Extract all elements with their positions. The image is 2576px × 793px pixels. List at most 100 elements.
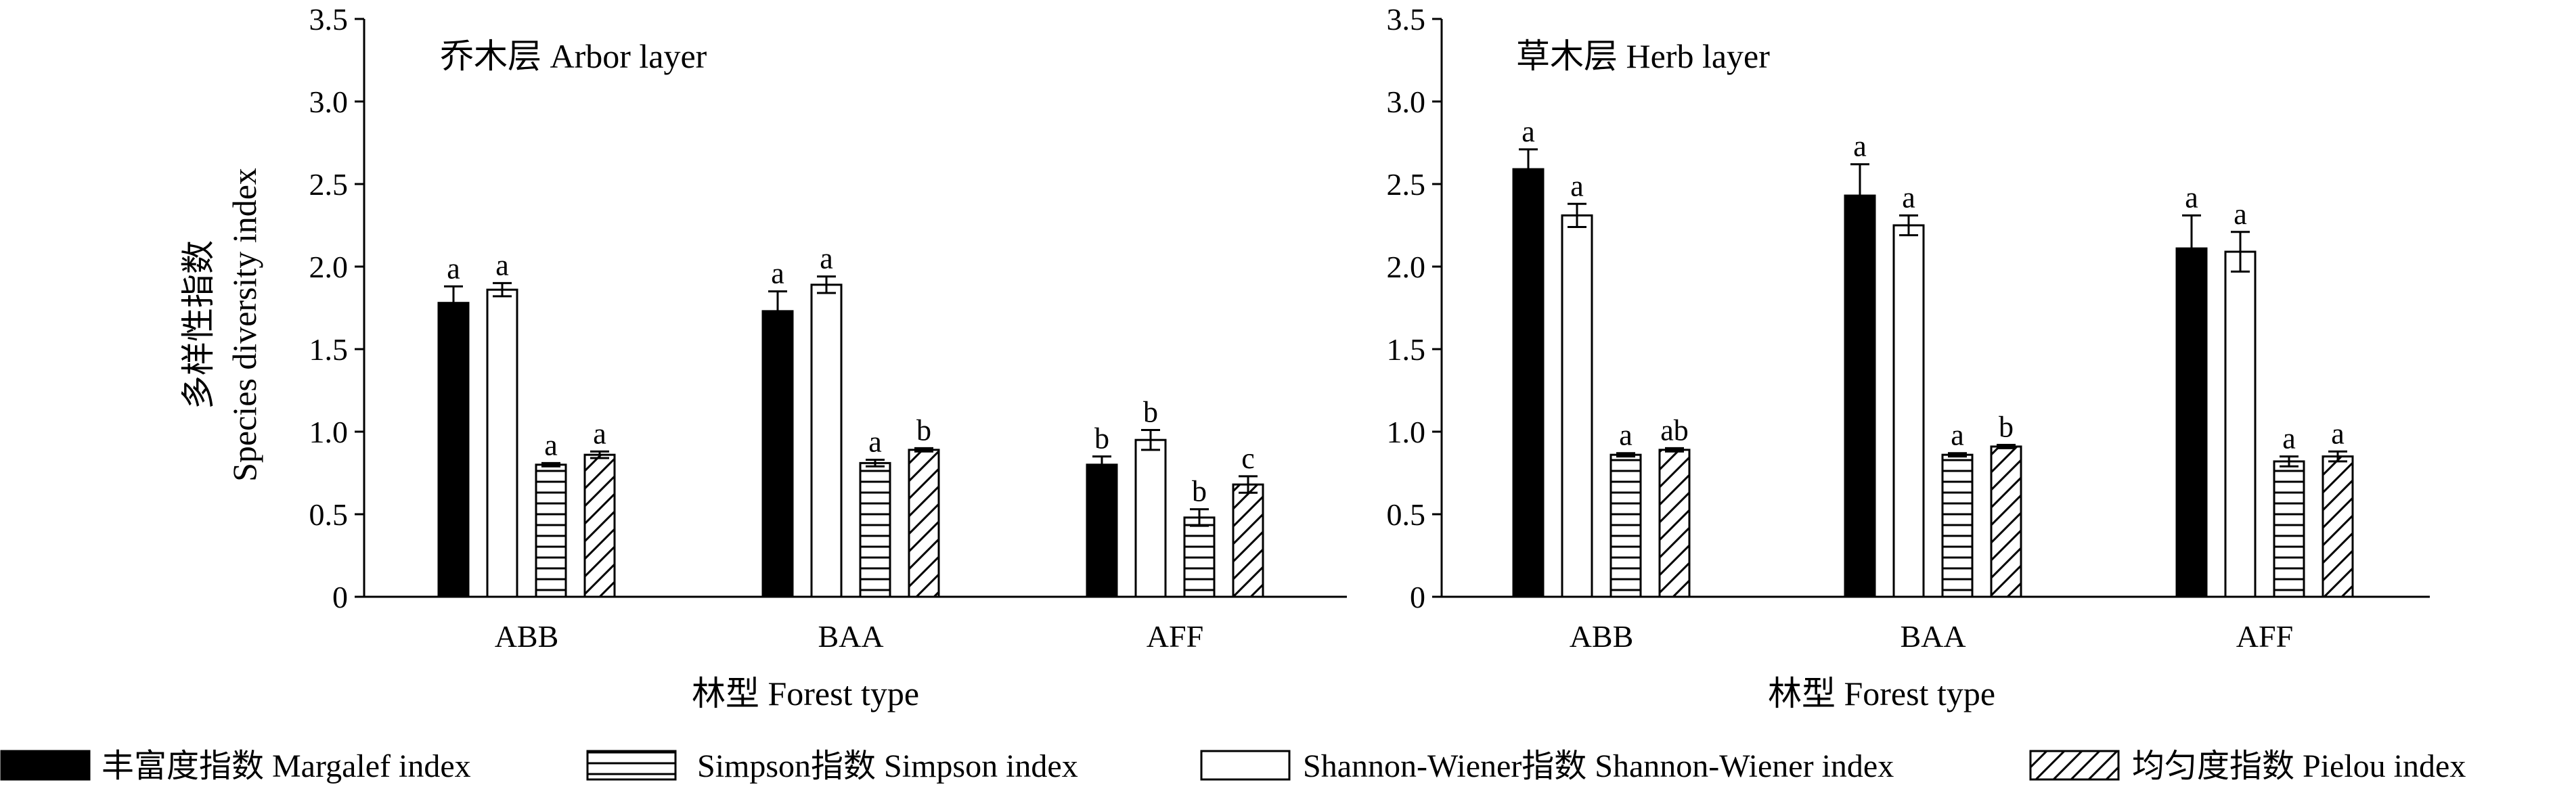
y-tick-label: 3.5 [309,2,349,37]
legend-item-pielou: 均匀度指数 Pielou index [2029,748,2466,784]
bar-margalef [1844,194,1876,598]
arbor-layer-title: 乔木层 Arbor layer [440,37,707,75]
y-tick-label: 2.0 [1387,250,1426,284]
legend-swatch-pielou [2029,750,2120,781]
bar-shannon [2224,250,2257,598]
significance-label: a [868,425,882,458]
bar-margalef [437,302,470,598]
bar-pielou [1232,483,1264,598]
bar-margalef [1086,463,1118,598]
bar-simpson [535,463,567,598]
error-bar-shannon [817,275,836,294]
error-bar-simpson [1948,452,1967,458]
herb-layer-chart: 草木层 Herb layer 0 0.5 1.0 1.5 2.0 2.5 3.0 3.5 ABB… [1387,2,2430,712]
error-bar-shannon [493,281,512,298]
x-tick-label: BAA [1900,619,1966,654]
error-bar-margalef [1519,148,1538,190]
y-tick-label: 0 [332,580,348,614]
x-tick-label: ABB [495,619,559,654]
legend-swatch-simpson [586,750,677,781]
significance-label: a [1570,169,1584,202]
significance-label: a [2331,417,2345,450]
legend-swatch-margalef [0,750,91,781]
bar-margalef [761,310,794,598]
x-axis-title: 林型 Forest type [692,675,919,712]
error-bar-pielou [2328,450,2347,463]
legend-item-margalef: 丰富度指数 Margalef index [0,748,471,784]
y-tick-label: 1.0 [309,415,349,449]
error-bar-shannon [2231,231,2250,273]
bar-shannon [1134,438,1167,598]
significance-label: b [1999,411,2014,444]
arbor-plot-area: 0 0.5 1.0 1.5 2.0 2.5 3.0 3.5 ABB a a a a BAA a a a b AFF b… [309,2,1347,654]
legend-item-shannon: Shannon-Wiener指数 Shannon-Wiener index [1200,748,1894,784]
y-tick-label: 2.5 [309,167,349,202]
bar-pielou [1990,445,2022,598]
y-tick-label: 2.0 [309,250,349,284]
legend-item-simpson: Simpson指数 Simpson index [586,748,1078,784]
bar-simpson [2273,460,2305,598]
x-axis-title: 林型 Forest type [1768,675,1995,712]
y-tick-label: 3.0 [309,85,349,119]
significance-label: a [1522,115,1535,148]
significance-label: c [1241,442,1255,475]
significance-label: a [1951,419,1964,452]
error-bar-margalef [1850,163,1869,228]
y-tick-label: 1.5 [1387,332,1426,367]
error-bar-simpson [1616,452,1635,458]
error-bar-margalef [1092,455,1111,474]
y-tick-label: 0 [1410,580,1425,614]
error-bar-pielou [1665,447,1684,453]
significance-label: a [544,428,558,461]
significance-label: a [1853,130,1867,163]
y-tick-label: 1.5 [309,332,349,367]
y-tick-label: 0.5 [1387,497,1426,532]
x-tick-label: AFF [1147,619,1203,654]
legend-label-simpson: Simpson指数 Simpson index [697,748,1078,784]
y-axis-title-line2: Species diversity index [225,168,263,482]
legend-label-margalef: 丰富度指数 Margalef index [102,748,471,784]
y-tick-label: 2.5 [1387,167,1426,202]
error-bar-pielou [914,447,933,453]
error-bar-simpson [1190,508,1209,527]
bar-pielou [2322,455,2354,598]
significance-label: a [447,252,460,285]
bar-shannon [486,288,518,598]
bar-shannon [1892,224,1925,598]
bar-shannon [810,284,843,598]
significance-label: a [593,417,606,450]
error-bar-simpson [866,458,885,468]
x-tick-label: BAA [818,619,883,654]
significance-label: a [2185,181,2198,214]
error-bar-simpson [541,461,560,468]
bar-simpson [1183,516,1216,598]
error-bar-margalef [2182,214,2201,283]
bar-simpson [859,461,891,598]
significance-label: a [1619,419,1633,452]
error-bar-pielou [590,450,609,459]
x-tick-label: ABB [1570,619,1634,654]
y-tick-label: 1.0 [1387,415,1426,449]
error-bar-shannon [1141,429,1160,451]
significance-label: ab [1660,413,1689,447]
error-bar-margalef [444,285,463,321]
significance-label: a [820,242,833,275]
error-bar-pielou [1997,444,2016,449]
arbor-layer-chart: 乔木层 Arbor layer 多样性指数 Species diversity … [179,2,1347,712]
x-tick-label: AFF [2236,619,2293,654]
y-tick-label: 0.5 [309,497,349,532]
significance-label: a [2282,422,2296,455]
bar-shannon [1561,214,1593,598]
bar-simpson [1609,453,1642,598]
bar-simpson [1941,453,1974,598]
bar-pielou [908,449,940,598]
error-bar-shannon [1568,202,1586,228]
significance-label: a [2234,198,2247,231]
error-bar-pielou [1239,475,1258,494]
bar-pielou [583,453,616,598]
bar-margalef [1512,168,1545,598]
significance-label: a [495,248,509,281]
significance-label: b [1143,396,1158,429]
legend: 丰富度指数 Margalef index Simpson指数 Simpson i… [0,748,2466,784]
